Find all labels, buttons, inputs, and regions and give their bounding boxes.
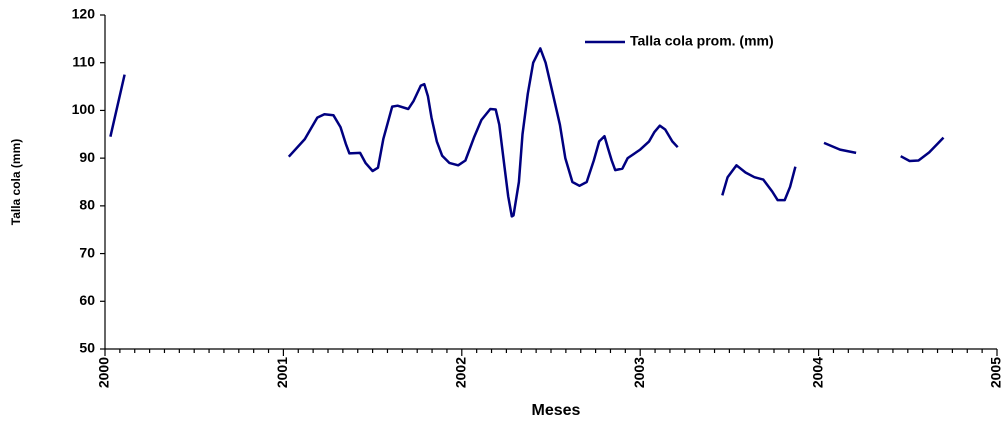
x-tick-label: 2005 — [988, 357, 1004, 388]
y-tick-label: 60 — [79, 292, 95, 308]
legend-label: Talla cola prom. (mm) — [630, 33, 774, 49]
y-axis-label: Talla cola (mm) — [9, 139, 23, 225]
data-line — [109, 47, 945, 218]
y-tick-label: 80 — [79, 197, 95, 213]
x-tick-label: 2000 — [96, 357, 112, 388]
y-tick-label: 50 — [79, 340, 95, 356]
y-tick-label: 70 — [79, 244, 95, 260]
x-tick-label: 2001 — [274, 357, 290, 388]
y-tick-label: 120 — [72, 6, 96, 22]
x-tick-label: 2004 — [809, 357, 825, 388]
x-tick-label: 2002 — [453, 357, 469, 388]
y-tick-label: 90 — [79, 149, 95, 165]
y-tick-label: 110 — [72, 53, 95, 69]
x-tick-label: 2003 — [631, 357, 647, 388]
y-tick-label: 100 — [72, 101, 96, 117]
x-axis-label: Meses — [532, 402, 581, 419]
